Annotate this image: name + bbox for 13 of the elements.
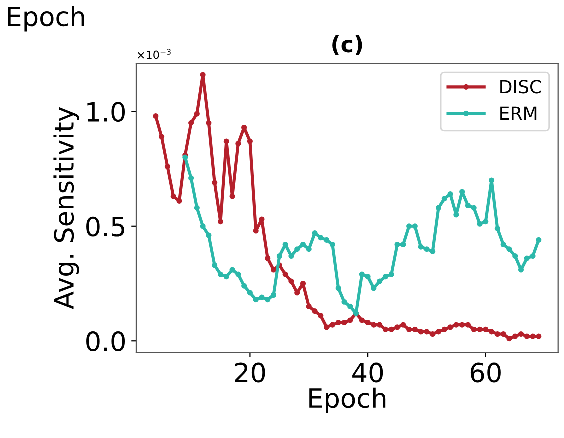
- legend-label: DISC: [500, 80, 542, 94]
- y-axis-title: Avg. Sensitivity: [54, 107, 80, 310]
- x-axis-title: Epoch: [310, 388, 386, 414]
- text: ×10$^{−3}$: [138, 49, 171, 60]
- y-tick-label: 0.0: [86, 332, 126, 352]
- x-tick-label: 40: [352, 362, 384, 383]
- x-tick-label: 20: [235, 362, 266, 383]
- y-tick-label: 1.0: [88, 102, 126, 122]
- chart-title: (c): [332, 36, 362, 56]
- x-tick-label: 60: [470, 362, 501, 383]
- y-tick-label: 0.5: [86, 216, 124, 237]
- legend-label: ERM: [500, 106, 537, 120]
- text: Epoch: [8, 6, 84, 32]
